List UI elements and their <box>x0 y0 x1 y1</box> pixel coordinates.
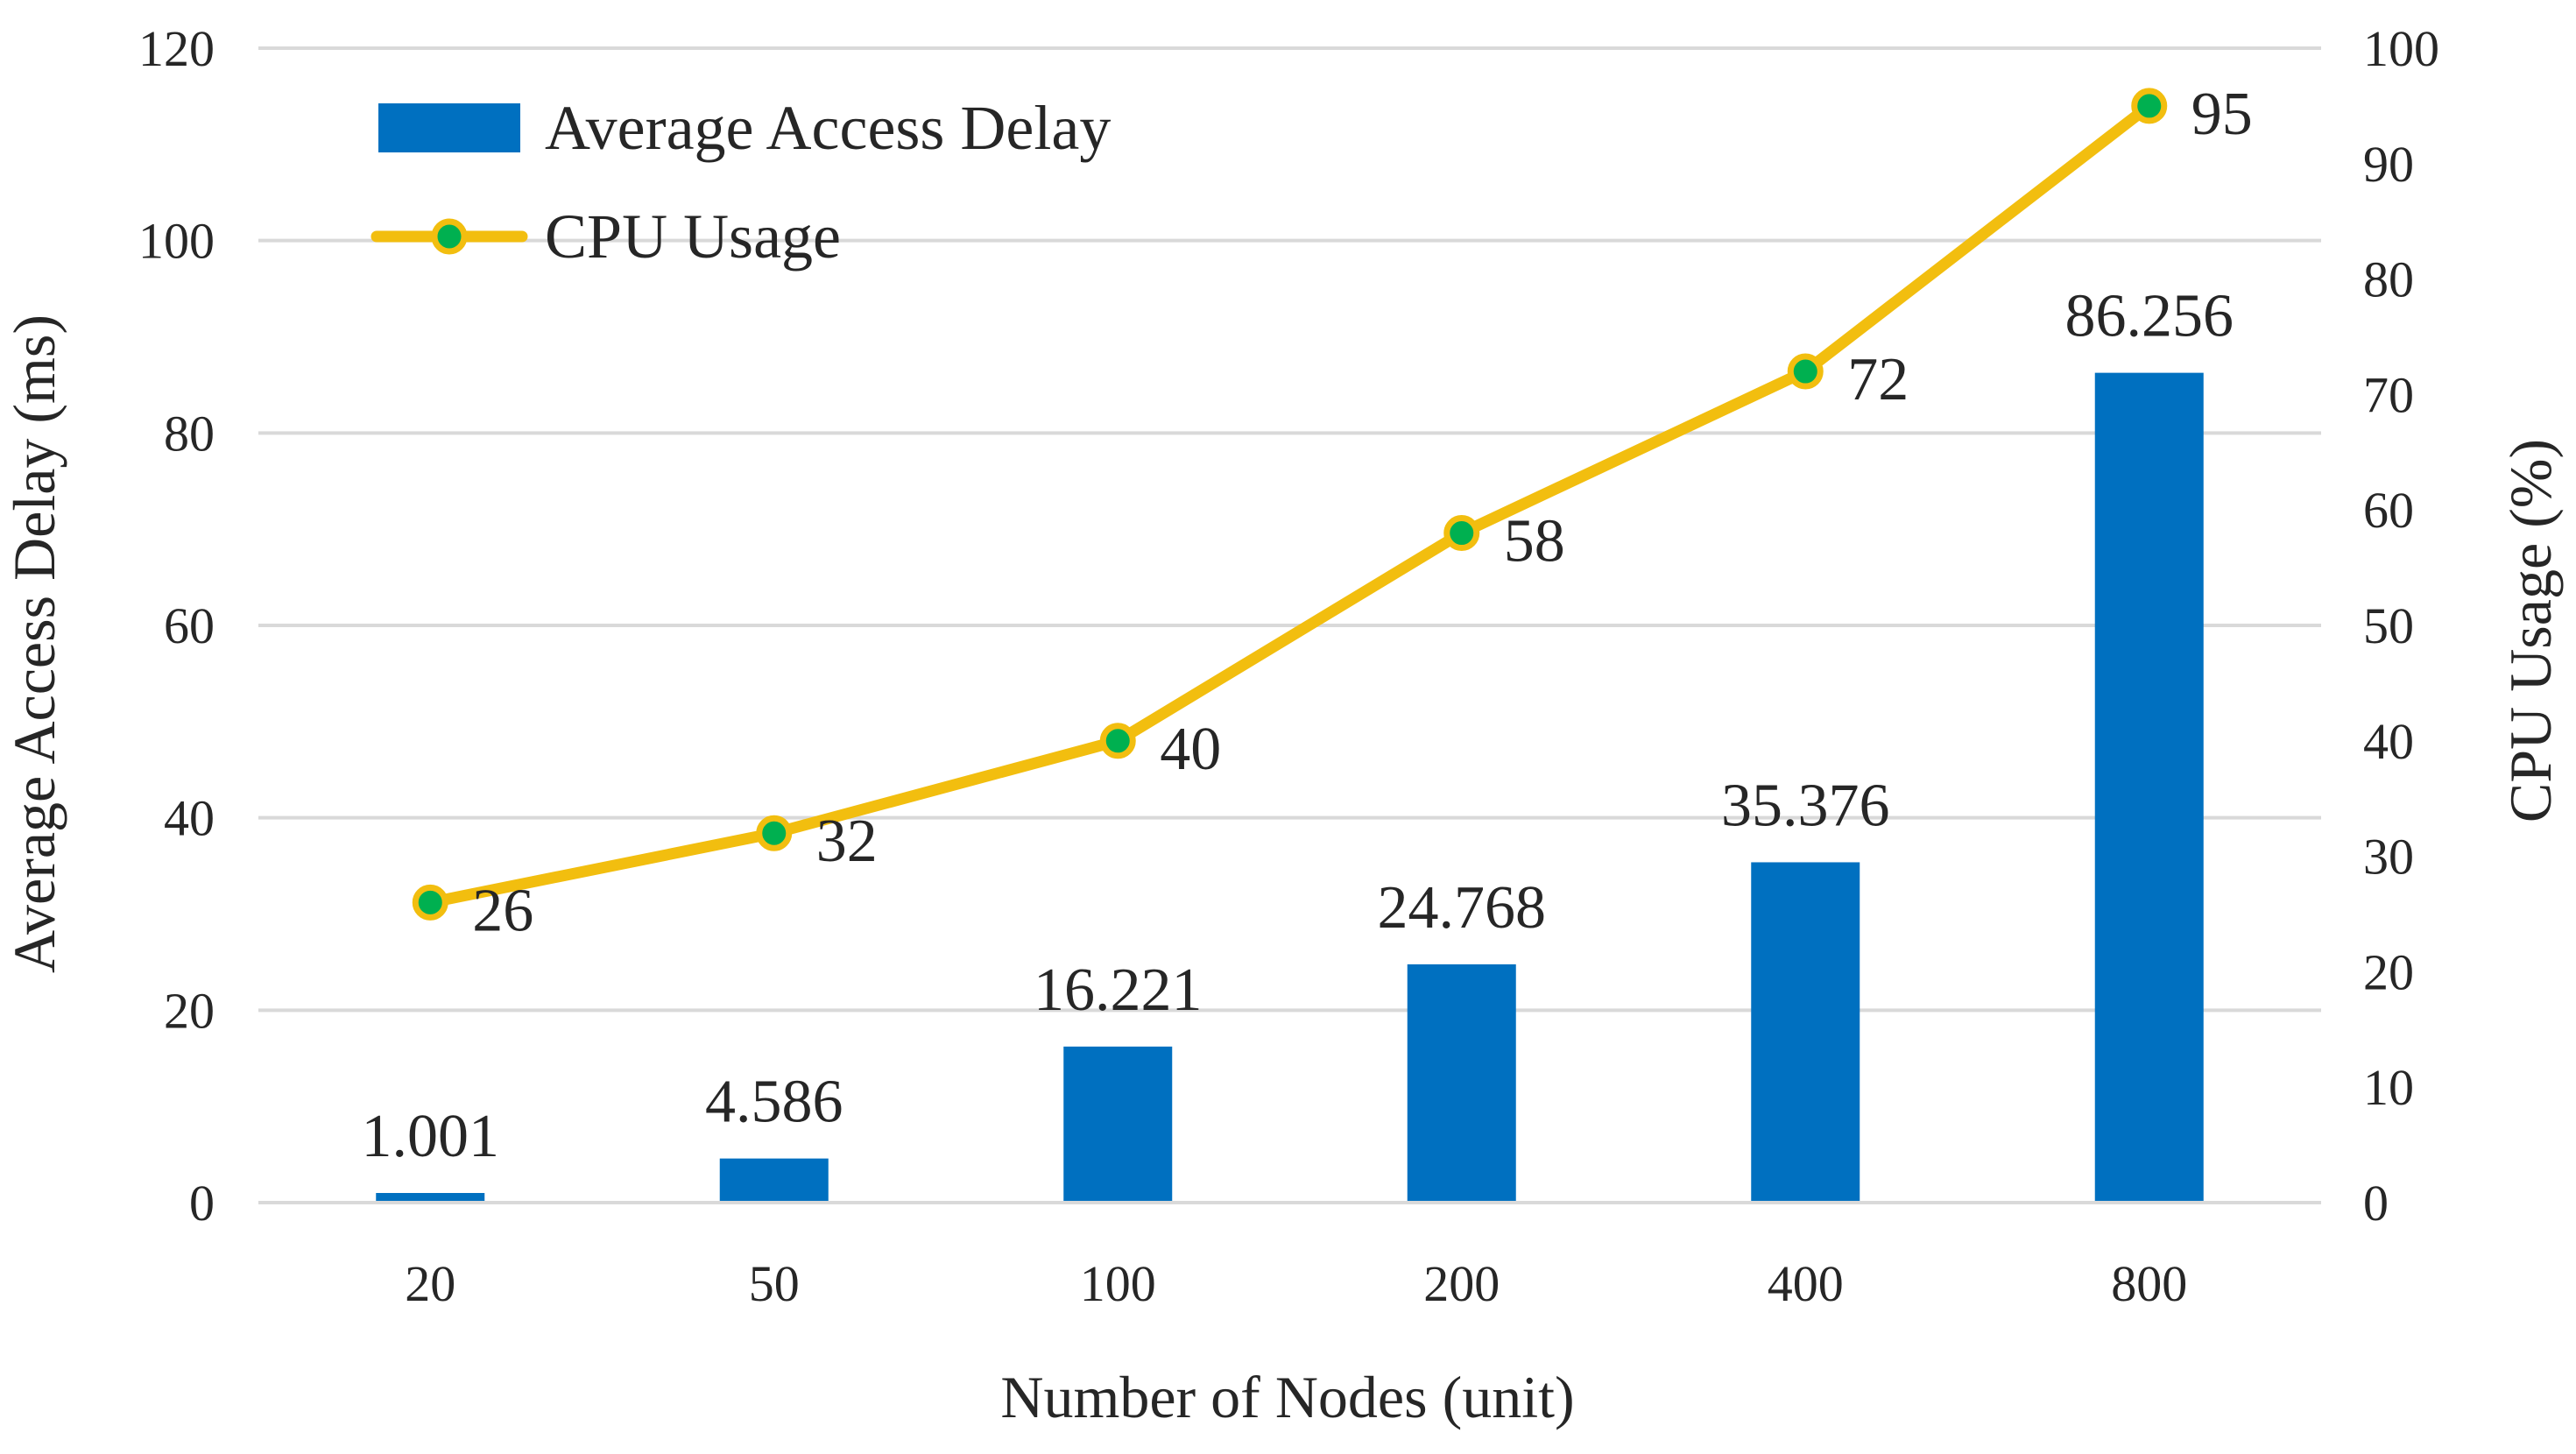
line-marker <box>756 815 793 851</box>
y2-tick-label: 70 <box>2363 366 2414 423</box>
y2-tick-label: 0 <box>2363 1175 2389 1232</box>
x-axis-title: Number of Nodes (unit) <box>1000 1364 1574 1430</box>
line-marker <box>1443 515 1480 552</box>
y-axis-title: Average Access Delay (ms) <box>1 314 67 973</box>
y-tick-label: 100 <box>138 213 215 270</box>
line-series <box>412 88 2168 921</box>
y2-tick-label: 40 <box>2363 713 2414 770</box>
y2-tick-label: 90 <box>2363 136 2414 193</box>
line-value-label: 40 <box>1160 716 1221 783</box>
y-tick-label: 120 <box>138 20 215 77</box>
x-tick-label: 100 <box>1080 1255 1156 1312</box>
bar-value-label: 16.221 <box>1034 956 1203 1024</box>
axes: 0 20 40 60 80 100 120 0 10 20 30 40 50 60 70 80 90 100 20 5… <box>138 20 2439 1312</box>
bar <box>719 1158 829 1203</box>
line-value-label: 58 <box>1504 508 1565 575</box>
legend-bar-label: Average Access Delay <box>545 93 1111 163</box>
legend-line-label: CPU Usage <box>545 201 841 272</box>
line-marker <box>1787 353 1824 390</box>
bar <box>376 1193 485 1203</box>
y-tick-label: 60 <box>164 597 215 654</box>
legend-line-marker <box>431 218 468 255</box>
legend-bar-swatch <box>378 103 520 152</box>
y2-tick-label: 80 <box>2363 251 2414 308</box>
line-value-label: 95 <box>2191 81 2253 148</box>
x-tick-label: 50 <box>749 1255 800 1312</box>
gridlines <box>258 46 2321 1013</box>
bar <box>1751 862 1860 1203</box>
y-tick-label: 20 <box>164 982 215 1039</box>
x-tick-label: 400 <box>1768 1255 1844 1312</box>
bar-series <box>376 372 2204 1203</box>
line-value-label: 26 <box>472 877 533 944</box>
bar-value-label: 4.586 <box>705 1069 843 1136</box>
bar <box>2094 372 2204 1203</box>
line-marker <box>412 884 448 921</box>
y-tick-label: 40 <box>164 790 215 847</box>
y2-tick-label: 50 <box>2363 597 2414 654</box>
y2-axis-title: CPU Usage (%) <box>2497 439 2564 822</box>
line-marker <box>2131 88 2168 124</box>
y-tick-label: 0 <box>189 1175 215 1232</box>
legend: Average Access Delay CPU Usage <box>371 93 1111 272</box>
bar-value-label: 1.001 <box>362 1103 500 1170</box>
cpu-usage-line <box>424 100 2156 908</box>
y2-tick-label: 60 <box>2363 482 2414 539</box>
data-labels: 1.001 4.586 16.221 24.768 35.376 86.256 26 32 40… <box>362 81 2253 1170</box>
y-tick-label: 80 <box>164 405 215 462</box>
x-tick-label: 20 <box>405 1255 455 1312</box>
bar <box>1407 963 1516 1203</box>
bar-value-label: 86.256 <box>2065 283 2234 350</box>
x-tick-label: 800 <box>2111 1255 2187 1312</box>
line-value-label: 72 <box>1847 346 1909 413</box>
y2-tick-label: 20 <box>2363 943 2414 1000</box>
line-value-label: 32 <box>816 808 878 875</box>
y2-tick-label: 10 <box>2363 1059 2414 1116</box>
bar-value-label: 24.768 <box>1378 874 1547 942</box>
bar-value-label: 35.376 <box>1721 772 1890 839</box>
y2-tick-label: 30 <box>2363 829 2414 886</box>
x-tick-label: 200 <box>1423 1255 1500 1312</box>
y2-tick-label: 100 <box>2363 20 2439 77</box>
bar <box>1063 1046 1173 1203</box>
line-marker <box>1099 723 1136 759</box>
